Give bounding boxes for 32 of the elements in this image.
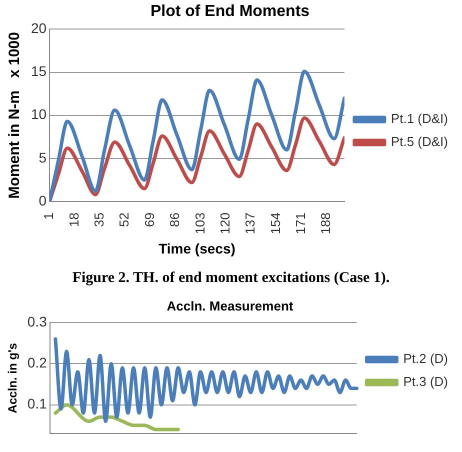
x-tick-label: 69 <box>142 212 157 227</box>
x-tick-label: 86 <box>167 212 182 227</box>
x-tick-label: 171 <box>293 212 308 234</box>
caption: Figure 2. TH. of end moment excitations (Case 1). <box>71 270 391 287</box>
line-series <box>54 403 180 432</box>
y-tick-label: 0.3 <box>27 313 48 330</box>
x-tick-label: 188 <box>318 212 334 234</box>
y-tick-label: 0.2 <box>27 354 48 371</box>
x-tick-label: 18 <box>66 212 82 227</box>
y-tick-label: 0 <box>38 192 47 208</box>
x-tick-label: 103 <box>192 212 208 234</box>
y-tick-label: 0.1 <box>27 396 48 412</box>
x-tick-label: 137 <box>242 212 258 234</box>
x-tick-label: 52 <box>116 212 132 227</box>
x-axis-title: Time (secs) <box>158 240 236 256</box>
x-tick-label: 154 <box>268 212 283 234</box>
legend-label: Pt.5 (D&I) <box>390 134 448 150</box>
chart-title: Accln. Measurement <box>166 298 294 314</box>
x-tick-label: 35 <box>92 212 107 227</box>
legend-label: Pt.2 (D) <box>403 351 448 366</box>
y-tick-label: 5 <box>38 149 47 166</box>
legend-label: Pt.3 (D) <box>403 374 448 390</box>
chart-title: Plot of End Moments <box>150 3 310 20</box>
y-axis-title: Moment in N-m x 1000 <box>6 32 24 199</box>
y-tick-label: 15 <box>30 63 47 80</box>
x-tick-label: 1 <box>41 212 56 220</box>
legend-label: Pt.1 (D&I) <box>390 111 448 126</box>
x-tick-label: 120 <box>217 212 232 234</box>
y-tick-label: 10 <box>30 106 47 122</box>
y-axis-title: Accln. in g's <box>6 342 20 414</box>
y-tick-label: 20 <box>30 20 47 36</box>
line-series <box>54 337 358 424</box>
